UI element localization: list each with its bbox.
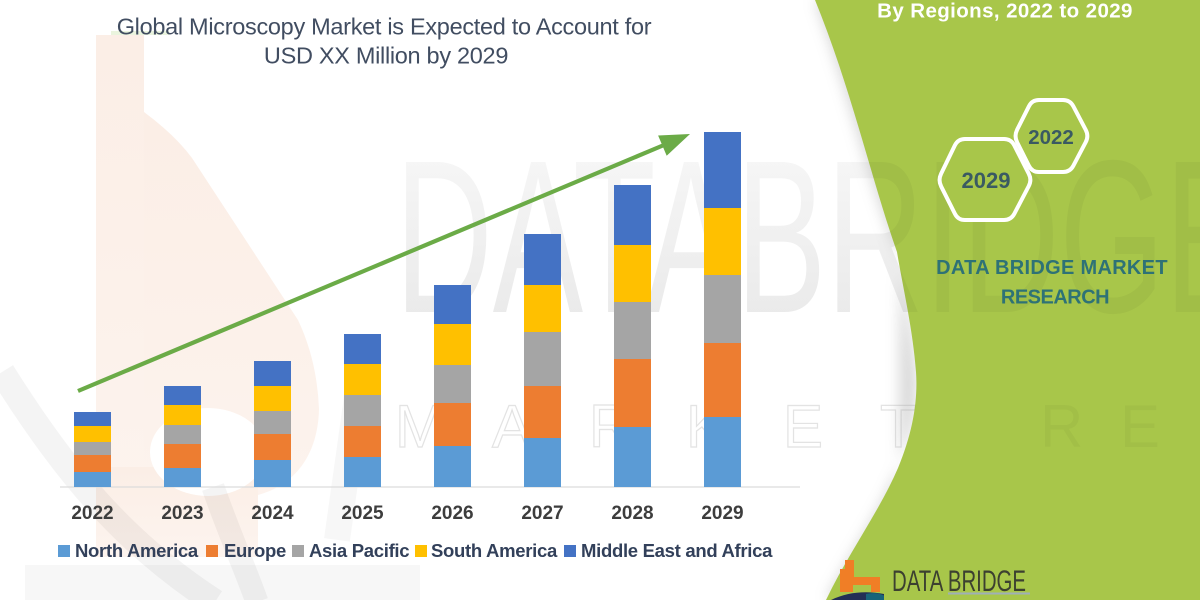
svg-text:2024: 2024 <box>251 503 294 524</box>
svg-text:2022: 2022 <box>71 503 113 524</box>
svg-text:2027: 2027 <box>521 503 563 524</box>
svg-text:Asia Pacific: Asia Pacific <box>309 540 409 561</box>
svg-text:South America: South America <box>431 540 558 561</box>
svg-text:2022: 2022 <box>1028 126 1074 149</box>
svg-text:2029: 2029 <box>701 503 743 524</box>
svg-text:North America: North America <box>75 540 199 561</box>
svg-text:Middle East and Africa: Middle East and Africa <box>581 540 773 561</box>
svg-text:Europe: Europe <box>224 540 286 561</box>
svg-text:DATA BRIDGE MARKET: DATA BRIDGE MARKET <box>936 257 1168 279</box>
svg-text:RESEARCH: RESEARCH <box>1001 287 1109 309</box>
svg-text:R: R <box>1040 393 1083 460</box>
svg-text:2029: 2029 <box>962 168 1011 193</box>
svg-text:2025: 2025 <box>341 503 384 524</box>
svg-text:2023: 2023 <box>161 503 203 524</box>
svg-text:By Regions, 2022 to 2029: By Regions, 2022 to 2029 <box>877 0 1133 23</box>
svg-text:Global Microscopy Market is Ex: Global Microscopy Market is Expected to … <box>117 14 652 40</box>
svg-text:2026: 2026 <box>431 503 473 524</box>
svg-text:2028: 2028 <box>611 503 653 524</box>
svg-text:USD XX Million by 2029: USD XX Million by 2029 <box>264 43 508 69</box>
svg-text:E: E <box>783 393 823 460</box>
svg-text:E: E <box>1120 393 1160 460</box>
